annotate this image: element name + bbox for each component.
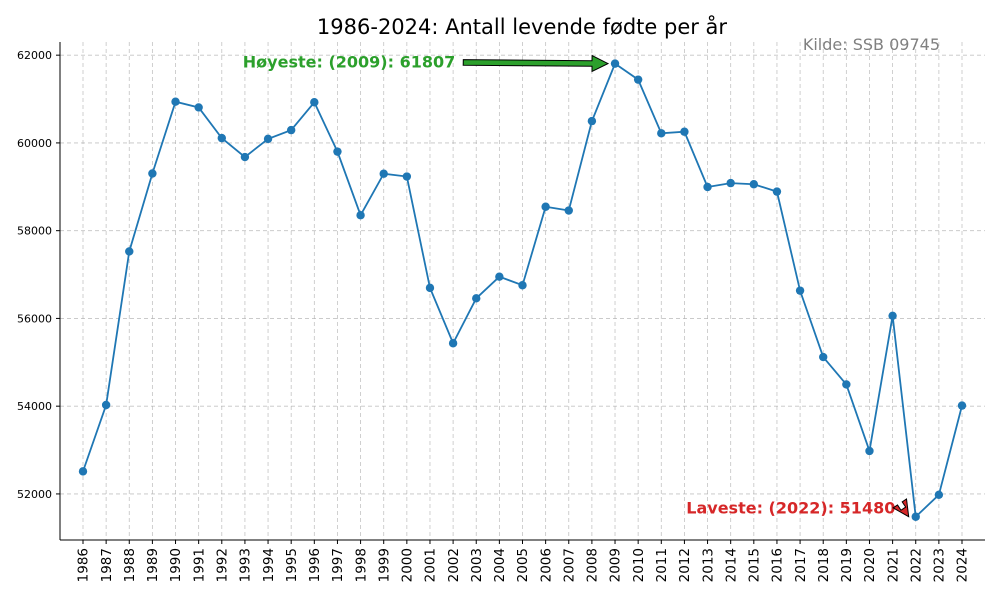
data-point	[865, 446, 874, 456]
x-tick-label: 2002	[446, 548, 462, 582]
data-point	[587, 116, 597, 126]
x-tick-label: 1996	[307, 548, 323, 582]
x-tick-label: 1992	[215, 548, 231, 582]
data-point	[356, 211, 365, 220]
y-tick-label: 60000	[17, 137, 52, 150]
data-point	[148, 169, 157, 178]
x-tick-label: 2017	[793, 548, 809, 582]
data-point	[795, 286, 805, 295]
x-tick-label: 1994	[261, 548, 277, 582]
data-point	[633, 75, 643, 84]
x-tick-label: 1991	[191, 548, 207, 582]
data-point	[726, 178, 735, 188]
axes: 52000 54000 56000 58000 60000 62000 1986 1987 19…	[17, 42, 985, 582]
x-tick-label: 2016	[770, 548, 786, 582]
data-point	[541, 202, 550, 211]
x-tick-label: 2011	[654, 548, 670, 582]
data-point	[610, 59, 620, 68]
y-tick-label: 62000	[17, 49, 52, 62]
x-tick-label: 2006	[538, 548, 554, 582]
x-tick-label: 2015	[747, 548, 763, 582]
x-tick-label: 2000	[400, 548, 416, 582]
grid	[60, 42, 985, 540]
x-tick-label: 2019	[839, 548, 855, 582]
x-tick-label: 2021	[885, 548, 901, 582]
series	[78, 59, 967, 521]
data-point	[125, 247, 134, 256]
data-point	[680, 127, 689, 136]
data-point	[772, 187, 782, 196]
annotations: Høyeste: (2009): 61807 Laveste: (2022): 5…	[243, 52, 910, 518]
x-tick-label: 2007	[561, 548, 577, 582]
x-tick-label: 1997	[330, 548, 346, 582]
x-tick-label: 2020	[862, 548, 878, 582]
x-tick-label: 1995	[284, 548, 300, 582]
data-point	[171, 97, 180, 106]
x-tick-label: 1990	[168, 548, 184, 582]
data-point	[957, 401, 967, 410]
x-tick-label: 1989	[145, 548, 161, 582]
x-tick-label: 1998	[353, 548, 369, 582]
data-point	[402, 172, 412, 181]
x-tick-label: 2014	[723, 548, 739, 582]
x-tick-label: 2012	[677, 548, 693, 582]
x-tick-label: 2018	[816, 548, 832, 582]
x-tick-label: 2009	[608, 548, 624, 582]
x-tick-label: 2022	[908, 548, 924, 582]
data-point	[819, 352, 828, 362]
data-point	[703, 182, 712, 192]
data-point	[564, 206, 573, 215]
x-tick-label: 2004	[492, 548, 508, 582]
x-tick-label: 1999	[376, 548, 392, 582]
x-tick-label: 1988	[122, 548, 138, 582]
x-tick-label: 2005	[515, 548, 531, 582]
annotation-arrow	[892, 498, 910, 518]
x-tick-label: 2023	[932, 548, 948, 582]
annotation-arrow	[462, 54, 610, 73]
data-point	[78, 467, 88, 476]
x-tick-label: 1993	[238, 548, 254, 582]
x-tick-label: 1987	[99, 548, 115, 582]
data-point	[425, 283, 435, 293]
data-point	[379, 169, 388, 178]
data-point	[657, 129, 666, 138]
data-point	[101, 400, 111, 410]
annotation-label: Høyeste: (2009): 61807	[243, 52, 455, 71]
data-point	[448, 339, 458, 348]
data-point	[194, 103, 203, 112]
y-tick-label: 56000	[17, 312, 52, 325]
chart-title: 1986-2024: Antall levende fødte per år	[317, 14, 728, 39]
source-note: Kilde: SSB 09745	[803, 35, 940, 54]
data-point	[495, 272, 504, 281]
y-tick-label: 52000	[17, 488, 52, 501]
x-tick-label: 2010	[631, 548, 647, 582]
data-point	[217, 133, 226, 143]
data-point	[934, 490, 944, 500]
x-tick-label: 2013	[700, 548, 716, 582]
x-tick-label: 2001	[423, 548, 439, 582]
x-tick-label: 2024	[955, 548, 971, 582]
data-point	[888, 311, 897, 320]
data-point	[310, 98, 319, 107]
data-point	[263, 134, 273, 144]
x-tick-label: 2003	[469, 548, 485, 582]
data-point	[518, 281, 527, 290]
x-tick-label: 1986	[76, 548, 92, 582]
data-point	[842, 380, 851, 389]
data-point	[911, 512, 920, 521]
y-tick-label: 58000	[17, 225, 52, 238]
data-point	[749, 180, 759, 189]
data-point	[240, 152, 250, 162]
data-point	[286, 125, 296, 135]
x-tick-label: 2008	[585, 548, 601, 582]
annotation-label: Laveste: (2022): 51480	[686, 499, 895, 518]
y-tick-label: 54000	[17, 400, 52, 413]
data-point	[333, 147, 342, 156]
data-point	[472, 294, 481, 303]
